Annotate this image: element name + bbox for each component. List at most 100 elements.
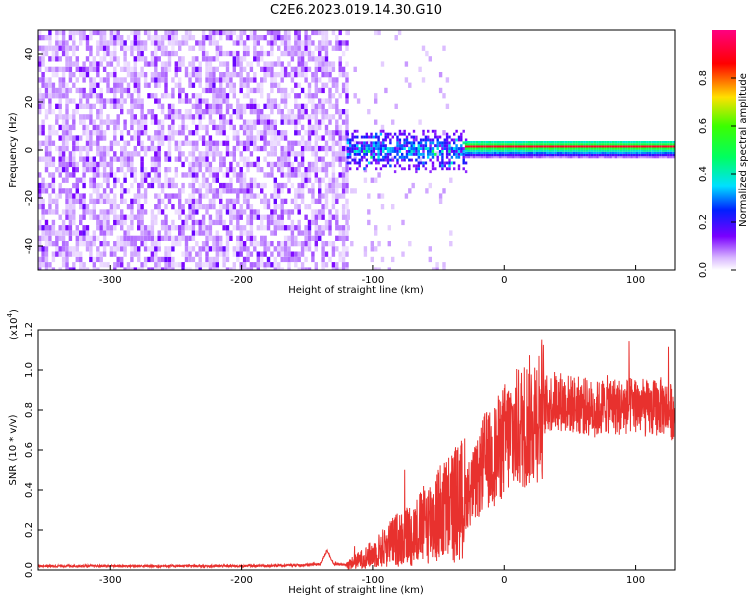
heatmap-cell-2757 <box>384 87 388 94</box>
heatmap-cell-3838 <box>667 143 670 146</box>
heatmap-cell-1934 <box>256 56 260 62</box>
heatmap-cell-1651 <box>225 198 230 204</box>
heatmap-cell-2194 <box>287 114 291 120</box>
heatmap-cell-766 <box>123 230 127 236</box>
heatmap-cell-3198 <box>460 138 463 142</box>
heatmap-cell-2892 <box>370 150 373 153</box>
heatmap-cell-167 <box>55 87 59 94</box>
heatmap-cell-1604 <box>219 103 223 109</box>
heatmap-cell-598 <box>102 172 107 178</box>
heatmap-cell-189 <box>58 156 62 162</box>
heatmap-cell-560 <box>99 193 103 199</box>
snr-y-multiplier-exp: 4 <box>6 312 14 317</box>
heatmap-cell-40 <box>41 204 45 210</box>
heatmap-cell-509 <box>92 93 96 99</box>
heatmap-cell-2750 <box>377 172 381 178</box>
heatmap-cell-1632 <box>222 114 226 120</box>
heatmap-cell-2743 <box>374 119 378 125</box>
heatmap-cell-3248 <box>475 156 478 159</box>
heatmap-cell-1843 <box>246 103 250 109</box>
heatmap-cell-525 <box>96 198 100 204</box>
heatmap-cell-1031 <box>154 151 158 157</box>
heatmap-cell-2057 <box>273 219 277 226</box>
heatmap-cell-3305 <box>493 154 497 157</box>
heatmap-cell-1098 <box>160 103 165 109</box>
heatmap-cell-79 <box>44 140 49 146</box>
heatmap-cell-564 <box>99 156 103 162</box>
heatmap-cell-3009 <box>403 138 406 142</box>
heatmap-cell-3146 <box>445 161 449 165</box>
heatmap-cell-3467 <box>546 149 549 152</box>
heatmap-cell-1267 <box>181 114 185 120</box>
heatmap-cell-719 <box>116 114 120 120</box>
heatmap-cell-336 <box>72 72 76 78</box>
heatmap-cell-216 <box>61 209 66 215</box>
heatmap-cell-884 <box>137 209 141 215</box>
heatmap-cell-2612 <box>335 103 339 109</box>
heatmap-cell-1218 <box>174 35 178 41</box>
heatmap-cell-2639 <box>338 93 342 99</box>
heatmap-cell-1106 <box>160 40 165 46</box>
heatmap-cell-2576 <box>331 161 336 168</box>
heatmap-cell-756 <box>120 77 124 83</box>
heatmap-cell-1302 <box>188 235 192 241</box>
heatmap-cell-2969 <box>391 150 394 153</box>
heatmap-cell-2569 <box>331 198 336 204</box>
heatmap-cell-67 <box>44 235 49 241</box>
heatmap-cell-3175 <box>453 147 456 150</box>
heatmap-cell-1580 <box>215 40 219 46</box>
heatmap-cell-3384 <box>520 156 523 159</box>
heatmap-cell-1060 <box>157 193 161 199</box>
heatmap-cell-744 <box>120 161 124 168</box>
heatmap-cell-790 <box>126 262 131 268</box>
heatmap-cell-2814 <box>346 152 349 156</box>
heatmap-cell-1217 <box>174 40 178 46</box>
heatmap-cell-255 <box>65 177 69 183</box>
heatmap-cell-1063 <box>157 172 161 178</box>
heatmap-cell-2745 <box>374 93 378 99</box>
heatmap-cell-887 <box>137 193 141 199</box>
heatmap-cell-1344 <box>191 151 196 157</box>
heatmap-cell-2452 <box>318 188 322 194</box>
heatmap-cell-1766 <box>239 204 243 210</box>
heatmap-cell-2638 <box>338 109 342 115</box>
heatmap-cell-3357 <box>509 145 513 148</box>
heatmap-cell-3779 <box>648 149 652 152</box>
heatmap-cell-1030 <box>154 156 158 162</box>
heatmap-cell-1470 <box>205 109 209 115</box>
heatmap-cell-2942 <box>382 129 385 133</box>
heatmap-cell-154 <box>55 235 59 241</box>
heatmap-cell-3048 <box>415 150 418 153</box>
heatmap-cell-368 <box>75 30 79 36</box>
heatmap-cell-1848 <box>246 72 250 78</box>
heatmap-cell-3123 <box>438 161 442 165</box>
heatmap-cell-235 <box>61 66 66 72</box>
heatmap-cell-1449 <box>205 256 209 263</box>
heatmap-cell-3566 <box>577 143 581 146</box>
spectrogram-x-ticks: -300 -200 -100 0 100 <box>99 265 645 286</box>
heatmap-cell-2257 <box>294 40 298 46</box>
heatmap-cell-3848 <box>672 156 675 159</box>
heatmap-cell-3171 <box>453 167 456 171</box>
heatmap-cell-213 <box>61 230 66 236</box>
heatmap-cell-425 <box>82 61 86 67</box>
heatmap-cell-51 <box>41 98 45 104</box>
heatmap-cell-1892 <box>253 177 257 183</box>
heatmap-cell-1535 <box>212 119 216 125</box>
heatmap-cell-1958 <box>260 82 264 88</box>
heatmap-cell-1660 <box>225 119 230 125</box>
heatmap-cell-970 <box>147 256 151 263</box>
heatmap-cell-3218 <box>464 151 468 154</box>
y-tick-label: 0.6 <box>24 442 35 458</box>
heatmap-cell-3842 <box>669 151 673 154</box>
heatmap-cell-1614 <box>219 35 223 41</box>
heatmap-cell-1796 <box>242 209 247 215</box>
heatmap-cell-2979 <box>396 158 399 162</box>
heatmap-cell-1583 <box>219 246 223 252</box>
heatmap-cell-2736 <box>370 241 374 247</box>
heatmap-cell-889 <box>137 182 141 189</box>
heatmap-cell-905 <box>137 45 141 51</box>
heatmap-cell-2816 <box>346 147 349 150</box>
heatmap-cell-2657 <box>341 209 346 215</box>
heatmap-cell-2486 <box>321 167 325 173</box>
